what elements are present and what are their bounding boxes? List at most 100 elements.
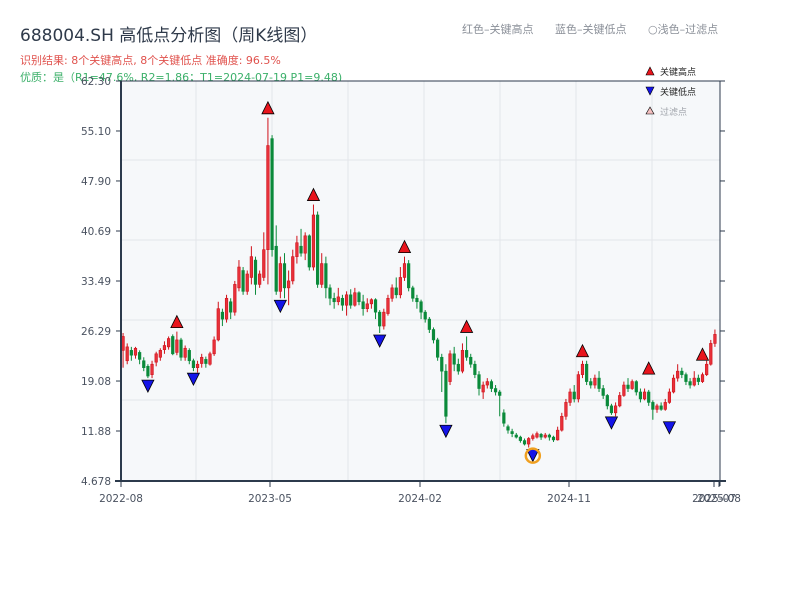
candle [187, 348, 191, 365]
candle [307, 234, 311, 271]
x-tick-label: 2024-11 [547, 493, 591, 505]
candle [390, 284, 394, 302]
candle [353, 287, 357, 307]
y-tick-label: 26.29 [81, 326, 111, 338]
candle [133, 346, 138, 359]
candle [696, 374, 700, 386]
result-summary: 识别结果: 8个关键高点, 8个关键低点 准确度: 96.5% [20, 54, 281, 67]
candle [477, 371, 481, 396]
legend-label-key-high: 关键高点 [660, 66, 696, 78]
candle [676, 364, 680, 382]
candle [535, 431, 539, 439]
candle [220, 308, 225, 327]
key-high-marker-icon [170, 314, 184, 328]
candle [324, 256, 328, 299]
candle [539, 432, 543, 440]
candle [175, 331, 179, 356]
y-tick-label: 33.49 [81, 276, 111, 288]
key-high-marker-icon [575, 343, 590, 358]
candle [556, 426, 560, 441]
candle [634, 380, 638, 396]
legend-item-key-low: 关键低点 [645, 86, 696, 98]
candle [630, 379, 634, 390]
key-high-marker-icon [397, 239, 412, 254]
top-legend-low: 蓝色–关键低点 [555, 23, 627, 36]
candle [295, 235, 299, 264]
candle [700, 372, 705, 383]
candle [171, 334, 175, 356]
candle [274, 225, 278, 295]
candle [245, 270, 249, 295]
candle [705, 360, 709, 377]
candle [655, 403, 659, 413]
candle [204, 356, 208, 368]
candle [291, 249, 295, 285]
y-tick-label: 62.30 [81, 76, 111, 88]
candle [311, 204, 316, 271]
top-legend-high: 红色–关键高点 [462, 23, 534, 36]
candle [692, 371, 696, 387]
candle [146, 364, 150, 379]
candle [200, 353, 204, 368]
candle [551, 435, 556, 442]
candle [642, 388, 647, 401]
x-axis-ticks: 2022-08 2023-05 2024-02 2024-11 2025-072025-… [99, 481, 741, 505]
candle [522, 438, 527, 446]
candle [142, 357, 146, 372]
key-low-marker-icon [273, 299, 287, 314]
candle [138, 350, 142, 365]
candle [407, 260, 411, 292]
candle [423, 310, 427, 323]
candle [382, 308, 386, 330]
x-tick-label: 2022-08 [99, 493, 143, 505]
key-high-marker-icon [306, 187, 321, 201]
candle [514, 432, 518, 439]
candle [585, 360, 589, 386]
candle [344, 291, 349, 316]
legend-item-key-high: 关键高点 [645, 66, 696, 78]
x-tick-label: 2025-08 [697, 493, 741, 505]
chart-legend: 关键高点 关键低点 过滤点 [645, 66, 696, 118]
candle [460, 343, 465, 374]
candle [262, 232, 266, 281]
candle [651, 400, 655, 420]
key-low-marker-icon [662, 421, 677, 435]
candle [402, 256, 407, 281]
key-low-marker-icon [141, 379, 155, 394]
key-high-marker-icon [642, 361, 656, 375]
candle [349, 289, 353, 309]
candle [684, 372, 688, 386]
candle [613, 402, 618, 417]
candle [373, 298, 378, 320]
y-tick-label: 47.90 [81, 176, 111, 188]
key-low-marker-icon [186, 372, 201, 387]
candle [237, 260, 241, 292]
y-axis-ticks: 4.678 11.88 19.08 26.29 33.49 40.69 47.90 55.10… [81, 76, 725, 488]
key-high-marker-icon [459, 319, 474, 333]
triangle-up-icon [645, 66, 655, 76]
highlight-ring-icon [524, 447, 542, 464]
candle [531, 433, 535, 441]
candle [394, 277, 398, 299]
candle [427, 317, 431, 333]
y-tick-label: 40.69 [81, 226, 111, 238]
candle [473, 360, 477, 379]
candle [357, 291, 361, 306]
y-tick-label: 55.10 [81, 126, 111, 138]
candle [493, 385, 498, 396]
candle [638, 388, 643, 403]
candle [593, 374, 597, 389]
y-tick-label: 4.678 [81, 476, 111, 488]
candle [444, 364, 448, 424]
candle [518, 435, 523, 443]
candle [671, 374, 676, 394]
candle [195, 360, 200, 373]
candle [162, 341, 167, 354]
candle [572, 385, 576, 403]
legend-item-filtered: 过滤点 [645, 106, 687, 118]
candle [208, 351, 212, 366]
candle [212, 336, 216, 356]
candle [605, 394, 609, 410]
candle [568, 388, 572, 406]
y-tick-label: 11.88 [81, 426, 111, 438]
